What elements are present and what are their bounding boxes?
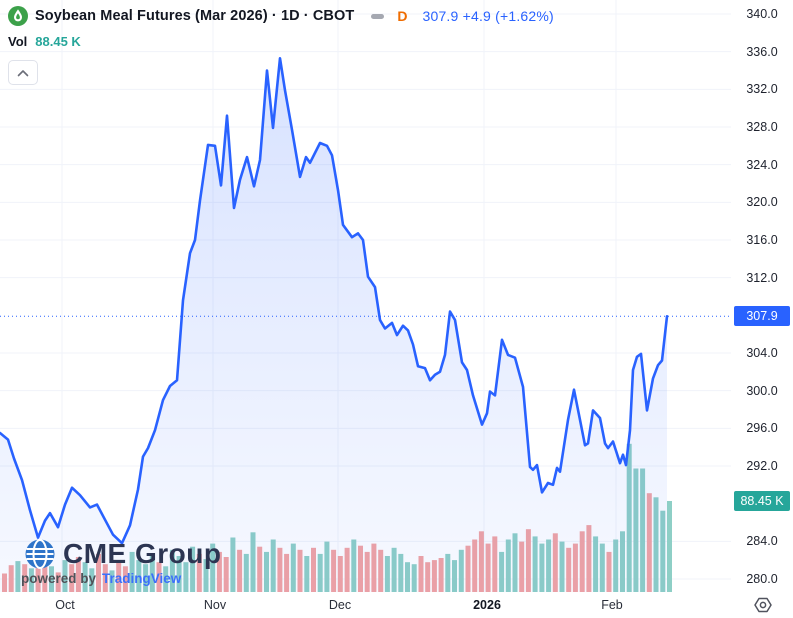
y-tick-label: 320.0 xyxy=(746,195,778,210)
y-tick-label: 328.0 xyxy=(746,120,778,134)
y-tick-label: 324.0 xyxy=(746,157,778,172)
tradingview-brand-link[interactable]: TradingView xyxy=(102,571,182,586)
current-price-badge[interactable]: 307.9 xyxy=(734,306,790,327)
y-tick-label: 300.0 xyxy=(746,383,778,398)
volume-legend-label: Vol xyxy=(8,33,28,49)
y-tick-label: 336.0 xyxy=(746,44,778,59)
y-tick-label: 340.0 xyxy=(746,7,778,21)
cme-group-logo[interactable]: CME Group xyxy=(24,538,222,570)
symbol-title[interactable]: Soybean Meal Futures (Mar 2026) · 1D · C… xyxy=(35,8,355,24)
y-tick-label: 280.0 xyxy=(746,572,778,586)
last-price-and-change: 307.9 +4.9 (+1.62%) xyxy=(422,8,554,24)
globe-icon xyxy=(25,539,55,569)
legend-collapse-button[interactable] xyxy=(8,60,38,85)
series-style-dash-icon xyxy=(371,13,385,19)
area-fill xyxy=(0,58,667,592)
y-tick-label: 312.0 xyxy=(746,270,778,285)
y-tick-label: 292.0 xyxy=(746,459,778,473)
volume-bar xyxy=(667,501,672,592)
x-axis-label: 2026 xyxy=(473,598,501,612)
powered-by-row: powered by TradingView xyxy=(21,571,181,586)
x-axis-label: Dec xyxy=(328,598,352,612)
chevron-up-icon xyxy=(17,69,29,76)
time-axis[interactable]: Oct Nov Dec 2026 Feb xyxy=(0,592,731,618)
current-volume-badge[interactable]: 88.45 K xyxy=(734,490,790,511)
y-tick-label: 332.0 xyxy=(746,82,778,97)
price-chart-pane[interactable] xyxy=(0,0,731,592)
cme-group-wordmark: CME Group xyxy=(63,538,222,569)
y-tick-label: 304.0 xyxy=(746,346,778,360)
x-axis-label: Nov xyxy=(203,598,227,612)
price-axis[interactable]: 307.9 88.45 K 340.0 336.0 332.0 328.0 324.0 3… xyxy=(731,0,793,592)
x-axis-label: Feb xyxy=(601,598,623,612)
volume-legend-value: 88.45 K xyxy=(35,33,81,49)
price-line xyxy=(0,57,669,545)
chart-legend: Soybean Meal Futures (Mar 2026) · 1D · C… xyxy=(8,5,554,85)
y-tick-label: 296.0 xyxy=(746,421,778,436)
y-tick-label: 284.0 xyxy=(746,534,778,549)
axis-corner xyxy=(731,592,793,618)
x-axis-label: Oct xyxy=(55,598,75,612)
soybean-meal-symbol-icon xyxy=(8,6,28,26)
y-tick-label: 316.0 xyxy=(746,233,778,247)
powered-by-label: powered by xyxy=(21,571,97,586)
scale-settings-icon[interactable] xyxy=(752,594,774,616)
timeframe-label[interactable]: D xyxy=(397,8,408,24)
